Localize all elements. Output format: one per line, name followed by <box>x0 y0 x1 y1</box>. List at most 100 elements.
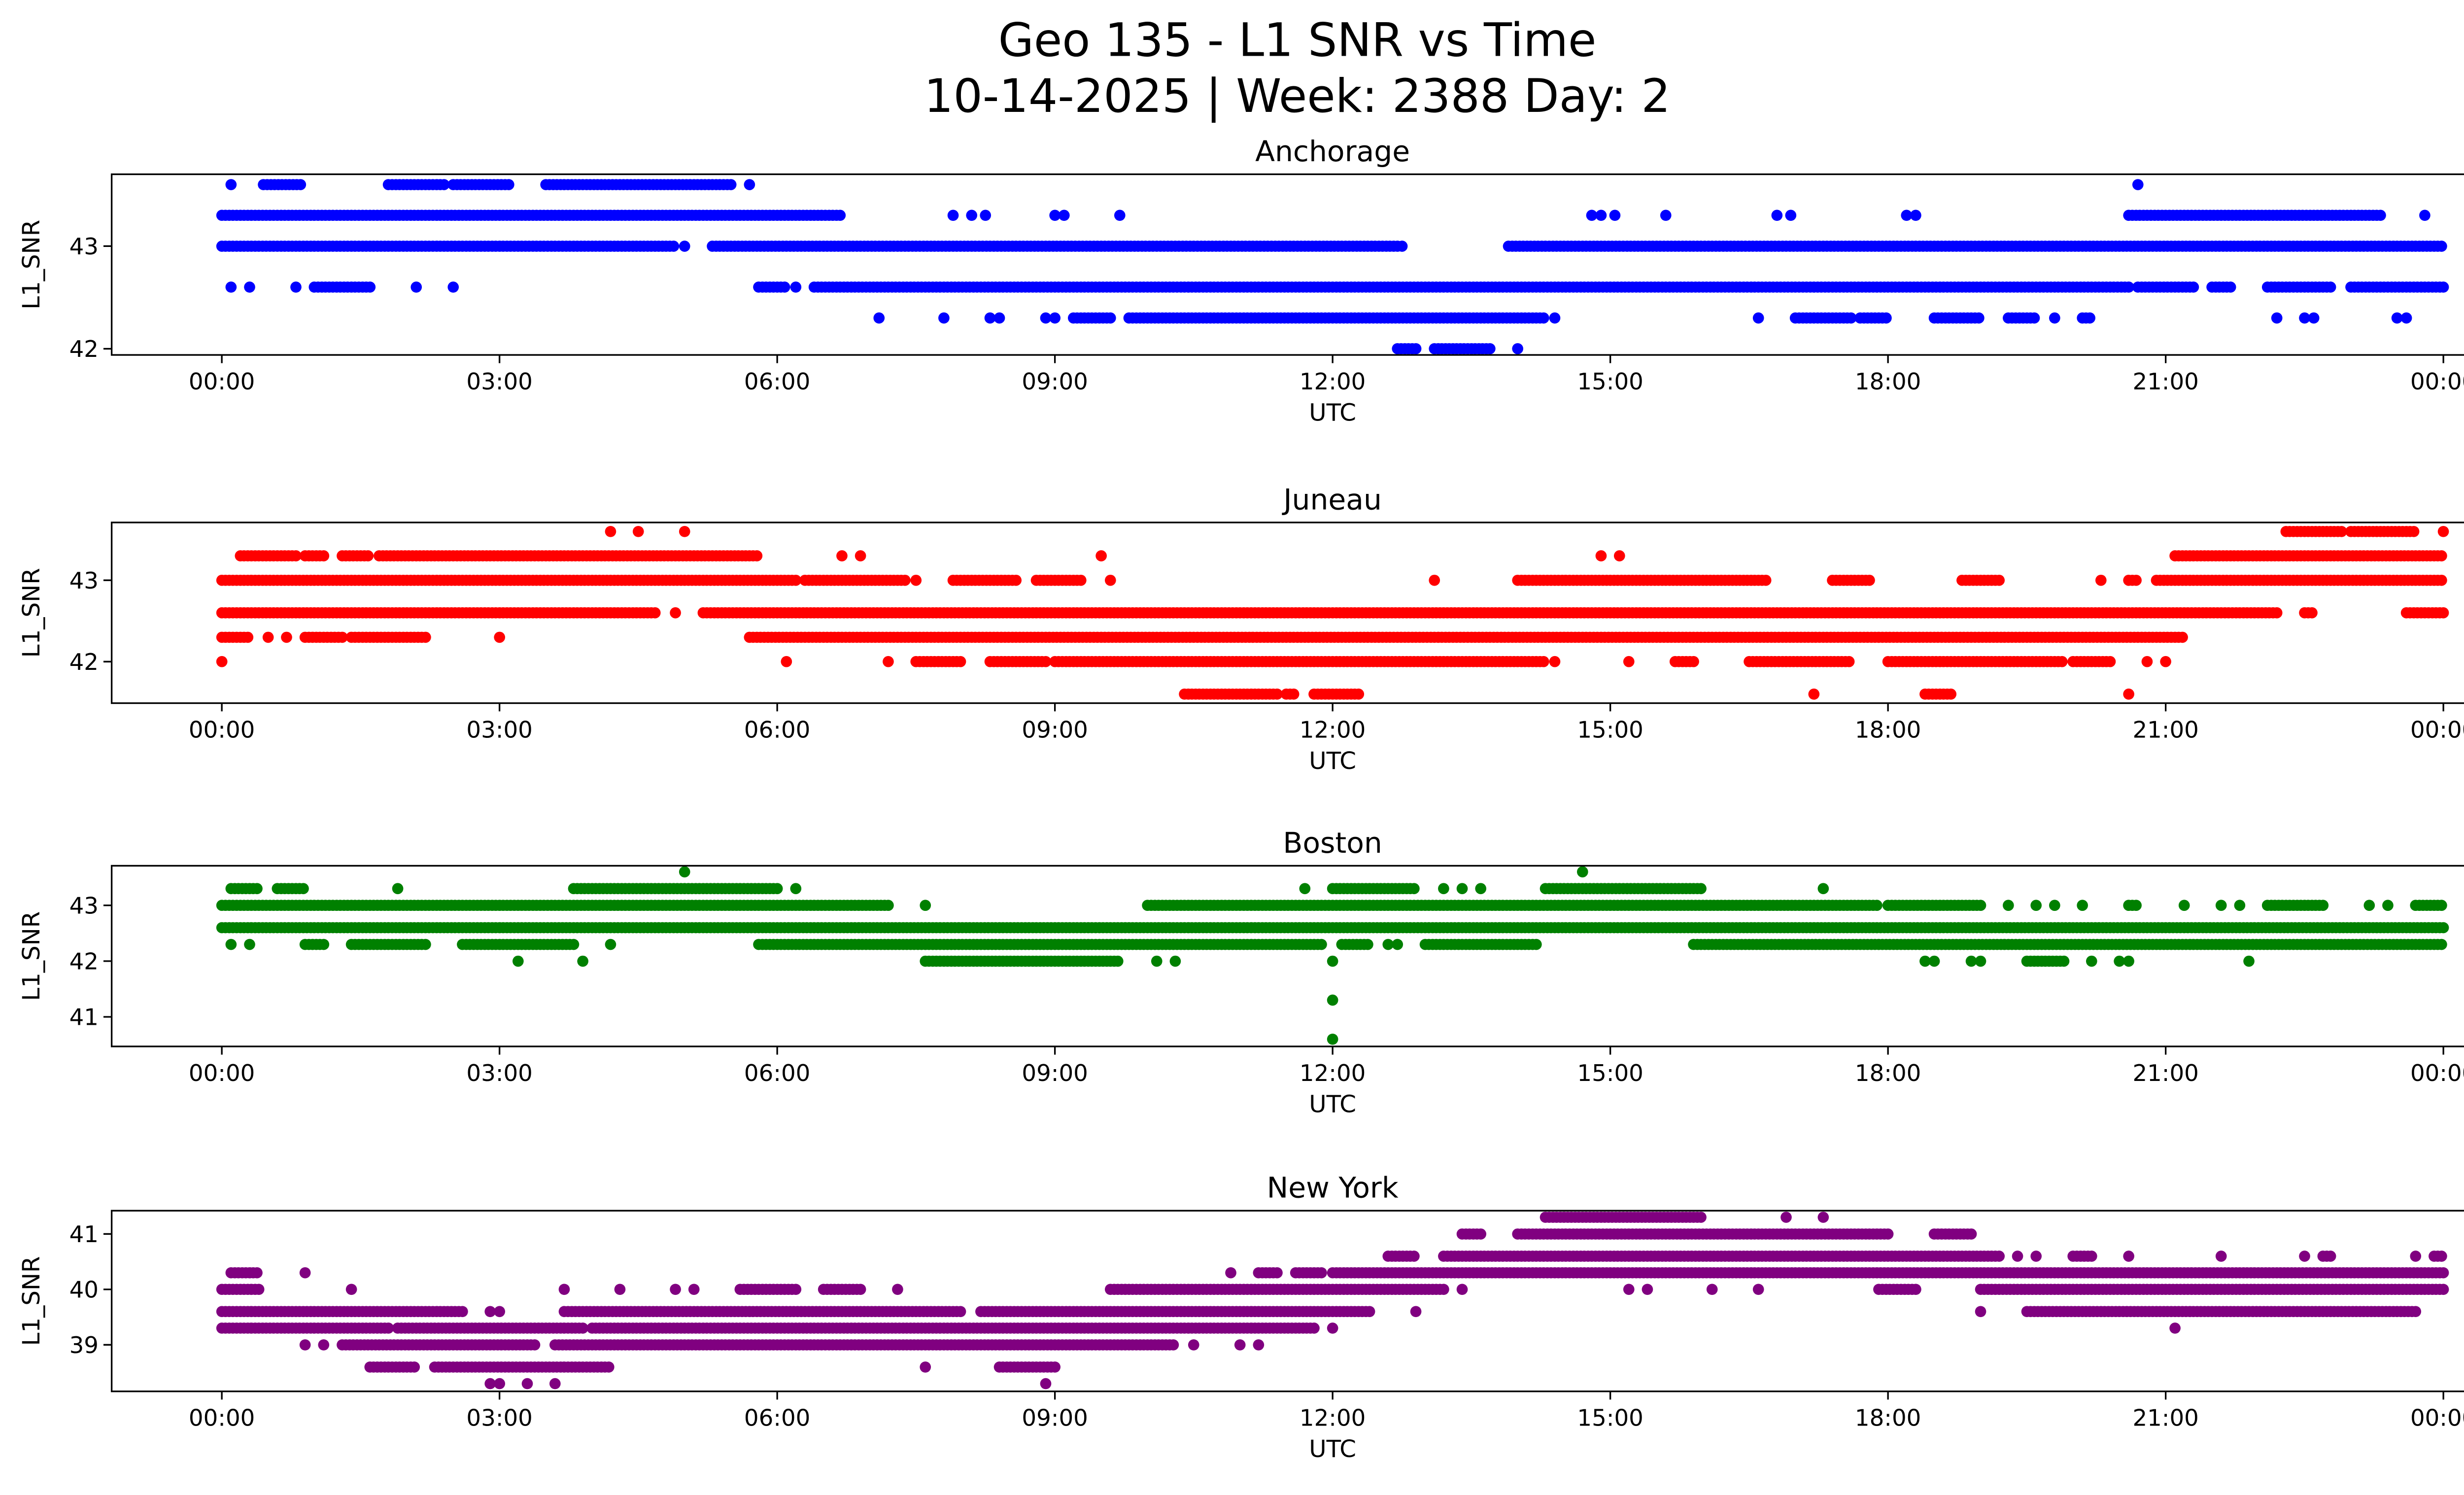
data-point <box>2141 656 2153 667</box>
data-point <box>1549 656 1561 667</box>
x-tick-label: 03:00 <box>466 369 532 395</box>
x-tick-label: 12:00 <box>1300 717 1366 744</box>
data-point <box>1549 312 1561 324</box>
data-point <box>2436 241 2447 252</box>
data-point <box>2317 900 2329 911</box>
data-point <box>1095 550 1107 561</box>
data-point <box>1353 688 1365 700</box>
data-point <box>2003 900 2014 911</box>
x-tick-label: 09:00 <box>1022 717 1088 744</box>
data-point <box>2375 209 2386 221</box>
data-point <box>290 281 302 293</box>
data-point <box>362 550 374 561</box>
data-point <box>920 900 931 911</box>
data-point <box>2437 607 2449 619</box>
data-point <box>1484 343 1496 354</box>
data-point <box>938 312 950 324</box>
data-point <box>1993 574 2005 586</box>
subplot-title: Juneau <box>1281 483 1382 516</box>
data-point <box>2436 550 2447 561</box>
data-point <box>744 179 755 190</box>
data-point <box>883 656 894 667</box>
data-point <box>216 656 228 667</box>
data-point <box>632 525 644 537</box>
x-tick-label: 18:00 <box>1855 369 1921 395</box>
data-point <box>1058 209 1070 221</box>
data-point <box>955 656 966 667</box>
data-point <box>751 550 763 561</box>
data-point <box>1609 209 1621 221</box>
data-point <box>1975 900 1986 911</box>
x-tick-label: 00:00 <box>189 369 255 395</box>
data-point <box>1760 574 1772 586</box>
data-point <box>2419 209 2430 221</box>
data-point <box>1538 656 1549 667</box>
data-point <box>1843 656 1855 667</box>
data-point <box>1512 343 1524 354</box>
data-point <box>1576 866 1588 878</box>
y-axis-label: L1_SNR <box>18 220 45 310</box>
data-point <box>725 179 737 190</box>
data-point <box>1864 574 1875 586</box>
y-tick-label: 43 <box>69 568 99 594</box>
data-point <box>1613 550 1625 561</box>
data-point <box>2178 900 2190 911</box>
data-point <box>836 550 848 561</box>
x-axis-label: UTC <box>1309 747 1356 775</box>
data-point <box>2123 688 2134 700</box>
data-point <box>1808 688 1820 700</box>
data-point <box>873 312 885 324</box>
data-point <box>2363 900 2375 911</box>
data-point <box>1114 209 1126 221</box>
data-point <box>420 939 431 950</box>
data-point <box>910 574 922 586</box>
data-point <box>318 550 330 561</box>
data-point <box>2437 922 2449 934</box>
data-point <box>1456 883 1468 895</box>
x-tick-label: 03:00 <box>466 717 532 744</box>
data-point <box>392 883 404 895</box>
data-point <box>1408 883 1420 895</box>
data-point <box>2123 281 2134 293</box>
x-tick-label: 06:00 <box>744 717 810 744</box>
data-point <box>2382 900 2394 911</box>
data-point <box>1871 900 1882 911</box>
x-tick-label: 15:00 <box>1577 717 1643 744</box>
data-point <box>1817 883 1829 895</box>
data-point <box>1881 312 1892 324</box>
data-point <box>1049 312 1061 324</box>
data-point <box>225 179 237 190</box>
data-point <box>1845 312 1857 324</box>
data-point <box>771 883 783 895</box>
data-point <box>2436 574 2447 586</box>
data-point <box>668 241 680 252</box>
data-point <box>1595 209 1607 221</box>
data-point <box>2391 312 2403 324</box>
data-point <box>2336 525 2347 537</box>
data-point <box>411 281 422 293</box>
data-point <box>2325 281 2336 293</box>
data-point <box>790 883 802 895</box>
data-point <box>2437 525 2449 537</box>
data-point <box>1429 574 1440 586</box>
data-point <box>993 312 1005 324</box>
data-point <box>251 883 263 895</box>
y-tick-label: 43 <box>69 234 99 260</box>
data-point <box>2224 281 2236 293</box>
data-point <box>438 179 450 190</box>
data-points <box>216 525 2449 700</box>
data-point <box>2030 900 2042 911</box>
data-point <box>1288 688 1300 700</box>
data-point <box>1316 939 1327 950</box>
data-point <box>1396 241 1408 252</box>
y-tick-label: 42 <box>69 649 99 676</box>
data-point <box>883 900 894 911</box>
data-point <box>1104 312 1116 324</box>
data-point <box>2130 900 2142 911</box>
data-point <box>980 209 992 221</box>
data-point <box>649 607 661 619</box>
data-point <box>834 209 846 221</box>
x-tick-label: 00:00 <box>2410 369 2464 395</box>
data-point <box>568 939 580 950</box>
